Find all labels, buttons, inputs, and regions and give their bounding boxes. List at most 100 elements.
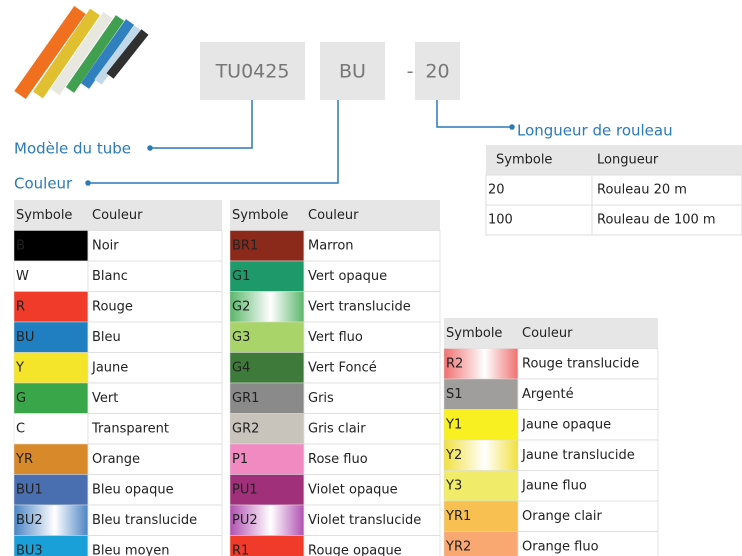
- table-cell-bg: [303, 352, 441, 384]
- model-label: Modèle du tube: [14, 140, 131, 158]
- table-cell-bg: [87, 474, 223, 506]
- color-symbol: YR: [15, 452, 33, 467]
- color-symbol: BU1: [16, 482, 43, 497]
- color-name: Vert opaque: [308, 269, 387, 284]
- color-swatch: [229, 443, 305, 475]
- color-symbol: GR2: [232, 421, 259, 436]
- table-header-bg: [444, 318, 658, 349]
- color-swatch: [13, 352, 89, 384]
- table-cell-bg: [303, 535, 441, 556]
- color-name: Bleu opaque: [92, 482, 174, 497]
- color-swatch: [13, 230, 89, 262]
- color-symbol: P1: [232, 452, 248, 467]
- color-symbol: G1: [232, 269, 250, 284]
- color-name: Bleu moyen: [92, 543, 169, 556]
- table-cell-bg: [87, 535, 223, 556]
- table-cell-bg: [87, 352, 223, 384]
- color-name: Marron: [308, 238, 354, 253]
- color-swatch: [13, 443, 89, 475]
- color-swatch: [443, 531, 519, 556]
- color-name: Rouge translucide: [522, 356, 639, 371]
- code-box: [415, 42, 460, 100]
- color-name: Vert: [92, 391, 118, 406]
- table-cell-bg: [87, 321, 223, 353]
- color-swatch: [443, 470, 519, 502]
- color-symbol: YR1: [445, 509, 471, 524]
- table-cell: Rouleau 20 m: [597, 183, 687, 198]
- table-cell-bg: [87, 443, 223, 475]
- color-name: Orange: [92, 452, 140, 467]
- table-header: Symbole: [16, 208, 72, 223]
- color-name: Jaune fluo: [521, 478, 587, 493]
- color-name: Bleu: [92, 330, 121, 345]
- table-cell: 20: [488, 183, 505, 198]
- color-label: Couleur: [14, 175, 73, 193]
- color-symbol: G2: [232, 299, 250, 314]
- code-part: TU0425: [215, 61, 290, 83]
- color-symbol: BU2: [16, 513, 43, 528]
- table-header: Couleur: [308, 208, 359, 223]
- connectors: [85, 100, 515, 186]
- color-name: Rouge opaque: [308, 543, 402, 556]
- color-name: Jaune opaque: [521, 417, 611, 432]
- color-swatch: [13, 413, 89, 445]
- color-symbol: PU2: [232, 513, 258, 528]
- table-cell-bg: [517, 409, 659, 441]
- table-header-bg: [230, 200, 440, 231]
- color-name: Gris: [308, 391, 334, 406]
- color-symbol: C: [16, 421, 25, 436]
- color-name: Violet opaque: [308, 482, 398, 497]
- table-cell-bg: [303, 291, 441, 323]
- color-swatch: [229, 504, 305, 536]
- table-header: Symbole: [446, 326, 502, 341]
- color-name: Noir: [92, 238, 119, 253]
- table-row: [485, 204, 742, 236]
- color-symbol: PU1: [232, 482, 258, 497]
- color-name: Vert Foncé: [308, 360, 377, 375]
- color-symbol: YR2: [445, 539, 471, 554]
- code-part: BU: [339, 61, 366, 83]
- code-part: 20: [425, 61, 449, 83]
- color-symbol: B: [16, 238, 25, 253]
- table-cell-bg: [87, 413, 223, 445]
- code-separator: -: [407, 61, 414, 83]
- color-symbol: R: [16, 299, 25, 314]
- color-symbol: BU3: [16, 543, 43, 556]
- color-name: Orange clair: [522, 509, 603, 524]
- color-name: Blanc: [92, 269, 128, 284]
- color-symbol: G: [16, 391, 26, 406]
- table-cell: Rouleau de 100 m: [597, 213, 716, 228]
- length-label: Longueur de rouleau: [517, 122, 673, 140]
- color-swatch: [13, 321, 89, 353]
- table-cell-bg: [303, 230, 441, 262]
- color-name: Rose fluo: [308, 452, 368, 467]
- table-cell-bg: [303, 260, 441, 292]
- table-cell-bg: [517, 531, 659, 556]
- table-header: Longueur: [597, 153, 659, 168]
- color-symbol: R2: [446, 356, 463, 371]
- table-header: Symbole: [496, 153, 552, 168]
- color-symbol: GR1: [232, 391, 259, 406]
- tube-image: [14, 5, 149, 100]
- color-swatch: [443, 500, 519, 532]
- color-swatch: [13, 291, 89, 323]
- color-symbol: BR1: [232, 238, 258, 253]
- color-symbol: R1: [232, 543, 249, 556]
- color-swatch: [13, 382, 89, 414]
- color-swatch: [443, 409, 519, 441]
- table-cell-bg: [303, 321, 441, 353]
- color-name: Jaune translucide: [521, 448, 635, 463]
- color-name: Argenté: [522, 387, 574, 402]
- table-cell-bg: [87, 291, 223, 323]
- code-box: [320, 42, 385, 100]
- table-cell-bg: [303, 413, 441, 445]
- table-header: Couleur: [92, 208, 143, 223]
- table-cell-bg: [87, 230, 223, 262]
- table-cell-bg: [517, 439, 659, 471]
- color-swatch: [229, 321, 305, 353]
- color-swatch: [229, 474, 305, 506]
- table-header-bg: [14, 200, 222, 231]
- color-symbol: W: [16, 269, 29, 284]
- color-name: Gris clair: [308, 421, 366, 436]
